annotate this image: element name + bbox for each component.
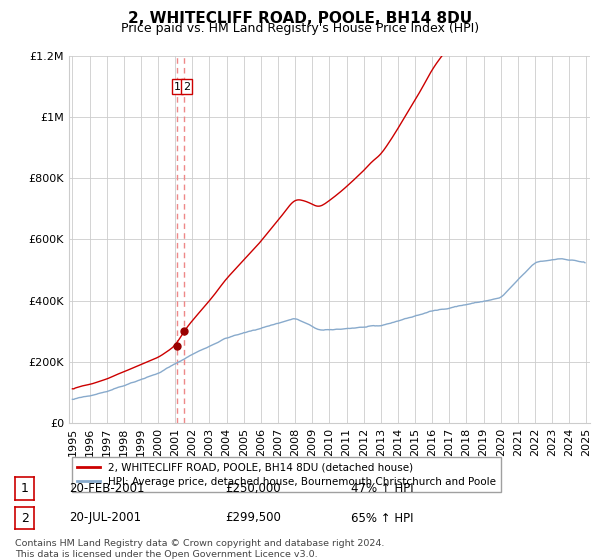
Legend: 2, WHITECLIFF ROAD, POOLE, BH14 8DU (detached house), HPI: Average price, detach: 2, WHITECLIFF ROAD, POOLE, BH14 8DU (det… (71, 458, 501, 492)
Text: Contains HM Land Registry data © Crown copyright and database right 2024.
This d: Contains HM Land Registry data © Crown c… (15, 539, 385, 559)
Text: 2, WHITECLIFF ROAD, POOLE, BH14 8DU: 2, WHITECLIFF ROAD, POOLE, BH14 8DU (128, 11, 472, 26)
Text: £299,500: £299,500 (225, 511, 281, 525)
Text: 65% ↑ HPI: 65% ↑ HPI (351, 511, 413, 525)
Text: 47% ↑ HPI: 47% ↑ HPI (351, 482, 413, 495)
Text: 1: 1 (174, 82, 181, 92)
Text: 20-JUL-2001: 20-JUL-2001 (69, 511, 141, 525)
Text: Price paid vs. HM Land Registry's House Price Index (HPI): Price paid vs. HM Land Registry's House … (121, 22, 479, 35)
Text: 2: 2 (183, 82, 190, 92)
Text: 20-FEB-2001: 20-FEB-2001 (69, 482, 145, 495)
Text: 1: 1 (20, 482, 29, 495)
Text: £250,000: £250,000 (225, 482, 281, 495)
Text: 2: 2 (20, 511, 29, 525)
